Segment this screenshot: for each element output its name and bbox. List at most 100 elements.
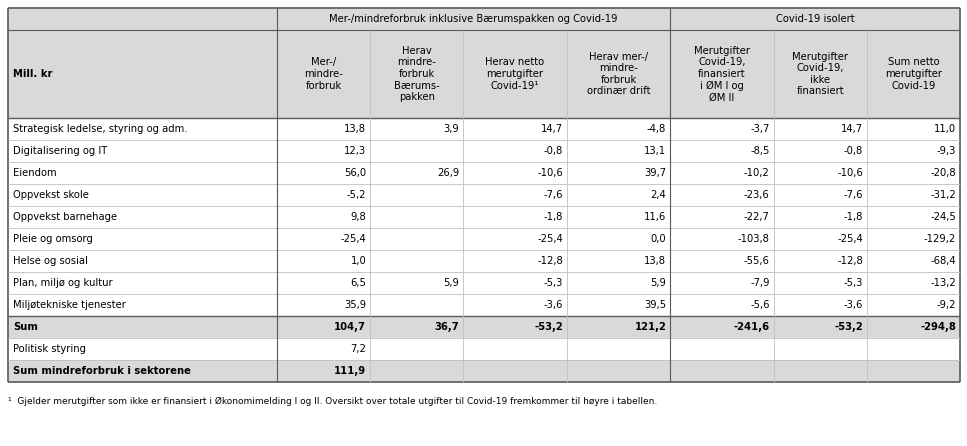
Bar	[8, 8, 277, 30]
Text: Sum mindreforbruk i sektorene: Sum mindreforbruk i sektorene	[13, 366, 190, 376]
Text: -25,4: -25,4	[537, 234, 563, 244]
Bar	[8, 250, 960, 272]
Bar	[567, 30, 670, 118]
Text: Herav mer-/
mindre-
forbruk
ordinær drift: Herav mer-/ mindre- forbruk ordinær drif…	[587, 52, 650, 96]
Bar	[774, 30, 866, 118]
Text: -1,8: -1,8	[843, 212, 863, 222]
Text: 13,8: 13,8	[344, 124, 366, 134]
Bar	[670, 30, 774, 118]
Text: -12,8: -12,8	[837, 256, 863, 266]
Text: -9,3: -9,3	[937, 146, 956, 156]
Text: -129,2: -129,2	[923, 234, 956, 244]
Text: -25,4: -25,4	[837, 234, 863, 244]
Text: -10,2: -10,2	[744, 168, 770, 178]
Text: 7,2: 7,2	[350, 344, 366, 354]
Bar	[670, 8, 960, 30]
Text: 9,8: 9,8	[350, 212, 366, 222]
Text: Oppvekst barnehage: Oppvekst barnehage	[13, 212, 117, 222]
Text: -0,8: -0,8	[543, 146, 563, 156]
Text: -241,6: -241,6	[734, 322, 770, 332]
Text: -8,5: -8,5	[750, 146, 770, 156]
Bar	[277, 8, 670, 30]
Text: -103,8: -103,8	[738, 234, 770, 244]
Text: Digitalisering og IT: Digitalisering og IT	[13, 146, 107, 156]
Text: Eiendom: Eiendom	[13, 168, 57, 178]
Bar	[8, 338, 960, 360]
Text: -24,5: -24,5	[930, 212, 956, 222]
Text: -294,8: -294,8	[921, 322, 956, 332]
Bar	[463, 30, 567, 118]
Text: 39,5: 39,5	[644, 300, 666, 310]
Text: -55,6: -55,6	[744, 256, 770, 266]
Text: 5,9: 5,9	[651, 278, 666, 288]
Text: 12,3: 12,3	[344, 146, 366, 156]
Text: Politisk styring: Politisk styring	[13, 344, 86, 354]
Text: 11,6: 11,6	[644, 212, 666, 222]
Text: 26,9: 26,9	[437, 168, 459, 178]
Text: -53,2: -53,2	[534, 322, 563, 332]
Text: -4,8: -4,8	[647, 124, 666, 134]
Text: -0,8: -0,8	[843, 146, 863, 156]
Text: 36,7: 36,7	[435, 322, 459, 332]
Bar	[8, 360, 960, 382]
Text: -3,6: -3,6	[543, 300, 563, 310]
Text: 3,9: 3,9	[444, 124, 459, 134]
Text: -10,6: -10,6	[537, 168, 563, 178]
Text: Sum: Sum	[13, 322, 38, 332]
Bar	[8, 316, 960, 338]
Text: -3,7: -3,7	[750, 124, 770, 134]
Bar	[370, 30, 463, 118]
Text: 5,9: 5,9	[444, 278, 459, 288]
Text: -53,2: -53,2	[835, 322, 863, 332]
Text: -7,6: -7,6	[843, 190, 863, 200]
Text: -5,6: -5,6	[750, 300, 770, 310]
Text: 1,0: 1,0	[350, 256, 366, 266]
Text: -23,6: -23,6	[744, 190, 770, 200]
Text: 14,7: 14,7	[840, 124, 863, 134]
Text: -5,3: -5,3	[843, 278, 863, 288]
Text: Strategisk ledelse, styring og adm.: Strategisk ledelse, styring og adm.	[13, 124, 188, 134]
Text: -5,3: -5,3	[543, 278, 563, 288]
Text: 11,0: 11,0	[934, 124, 956, 134]
Bar	[8, 228, 960, 250]
Bar	[8, 206, 960, 228]
Bar	[866, 30, 960, 118]
Text: -10,6: -10,6	[837, 168, 863, 178]
Text: 35,9: 35,9	[344, 300, 366, 310]
Bar	[8, 272, 960, 294]
Text: 121,2: 121,2	[634, 322, 666, 332]
Bar	[8, 162, 960, 184]
Text: 6,5: 6,5	[350, 278, 366, 288]
Text: Sum netto
merutgifter
Covid-19: Sum netto merutgifter Covid-19	[885, 58, 942, 91]
Text: Mill. kr: Mill. kr	[13, 69, 52, 79]
Text: -68,4: -68,4	[930, 256, 956, 266]
Text: 0,0: 0,0	[651, 234, 666, 244]
Text: -20,8: -20,8	[930, 168, 956, 178]
Bar	[8, 118, 960, 140]
Text: 13,8: 13,8	[644, 256, 666, 266]
Text: 13,1: 13,1	[644, 146, 666, 156]
Text: Helse og sosial: Helse og sosial	[13, 256, 88, 266]
Text: 104,7: 104,7	[335, 322, 366, 332]
Text: -3,6: -3,6	[843, 300, 863, 310]
Text: Plan, miljø og kultur: Plan, miljø og kultur	[13, 278, 112, 288]
Text: ¹  Gjelder merutgifter som ikke er finansiert i Økonomimelding I og II. Oversikt: ¹ Gjelder merutgifter som ikke er finans…	[8, 397, 658, 406]
Text: Oppvekst skole: Oppvekst skole	[13, 190, 89, 200]
Text: Miljøtekniske tjenester: Miljøtekniske tjenester	[13, 300, 126, 310]
Text: -5,2: -5,2	[347, 190, 366, 200]
Text: -25,4: -25,4	[340, 234, 366, 244]
Text: Merutgifter
Covid-19,
finansiert
i ØM I og
ØM II: Merutgifter Covid-19, finansiert i ØM I …	[694, 45, 750, 102]
Bar	[277, 30, 370, 118]
Text: Herav netto
merutgifter
Covid-19¹: Herav netto merutgifter Covid-19¹	[485, 58, 544, 91]
Text: -7,9: -7,9	[750, 278, 770, 288]
Text: Mer-/
mindre-
forbruk: Mer-/ mindre- forbruk	[305, 58, 343, 91]
Text: -31,2: -31,2	[930, 190, 956, 200]
Text: Pleie og omsorg: Pleie og omsorg	[13, 234, 93, 244]
Text: -13,2: -13,2	[930, 278, 956, 288]
Text: 39,7: 39,7	[644, 168, 666, 178]
Text: -22,7: -22,7	[744, 212, 770, 222]
Text: Covid-19 isolert: Covid-19 isolert	[776, 14, 855, 24]
Text: 14,7: 14,7	[541, 124, 563, 134]
Text: -12,8: -12,8	[537, 256, 563, 266]
Text: Herav
mindre-
forbruk
Bærums-
pakken: Herav mindre- forbruk Bærums- pakken	[394, 46, 440, 102]
